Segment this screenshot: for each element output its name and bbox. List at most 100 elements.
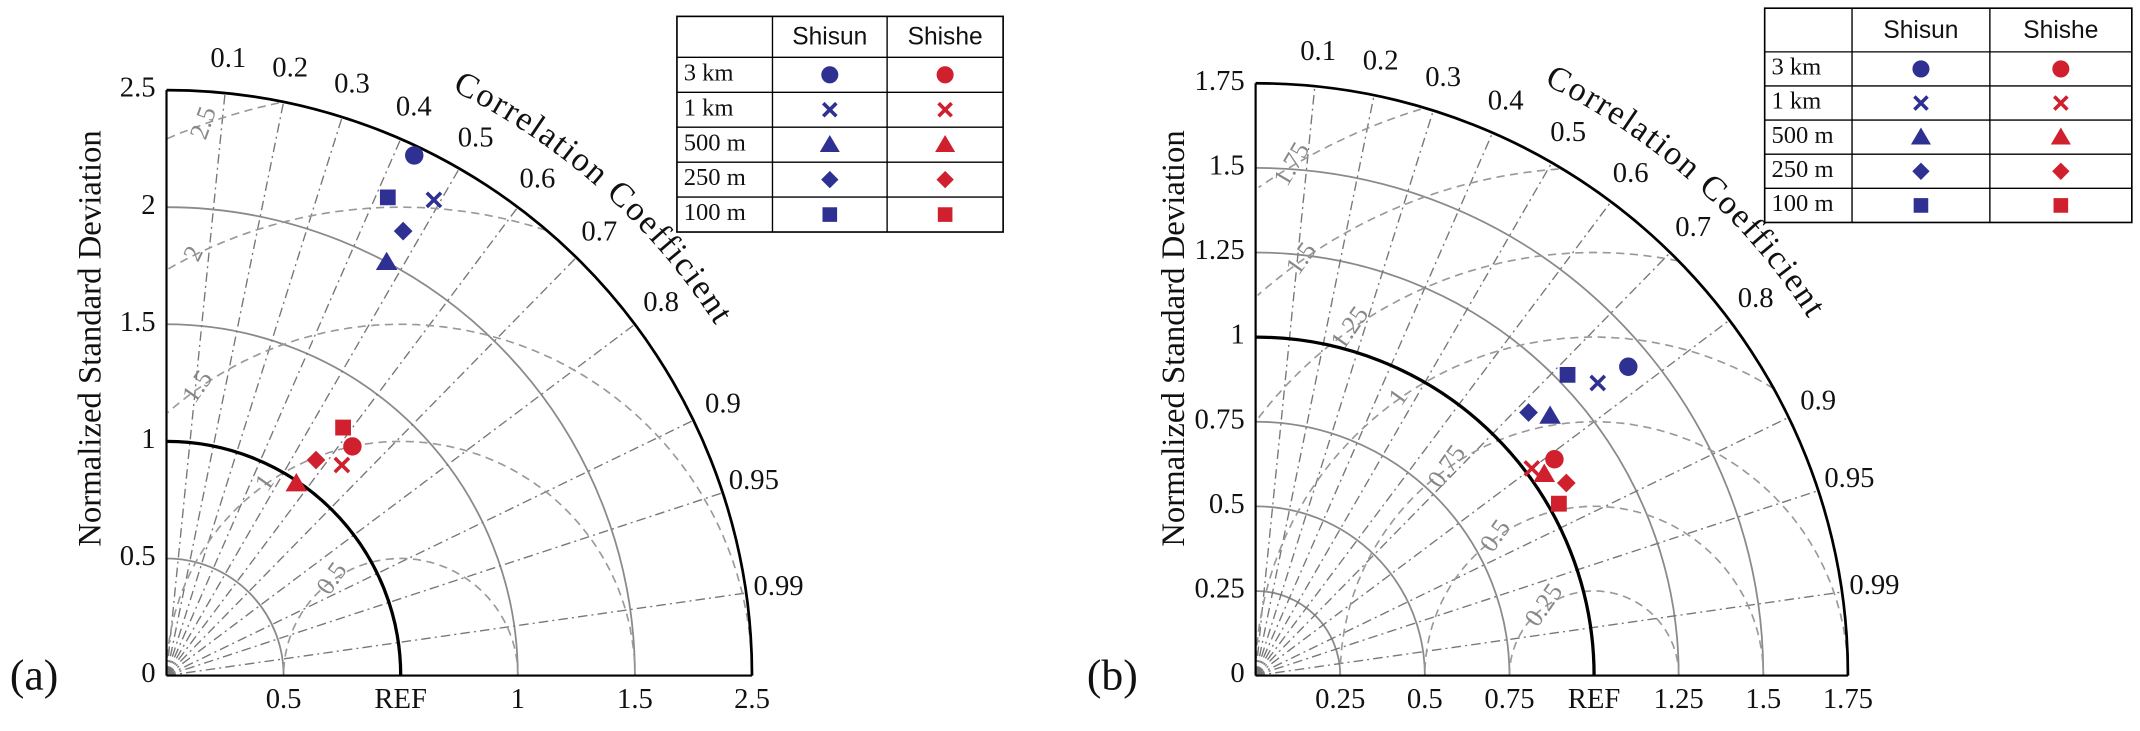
corr-tick-label: 0.5 [458,122,494,154]
corr-tick-label: 0.99 [753,570,803,602]
data-point [375,251,398,271]
corr-ray [166,256,577,677]
rmsd-contour [1508,590,1680,676]
x-tick-label: REF [1568,683,1621,715]
rmsd-label: 2.5 [184,103,222,143]
data-point [425,191,443,209]
legend-row-label: 250 m [684,164,746,191]
legend-marker [819,134,840,152]
y-tick-label: 1.5 [1209,149,1245,181]
rmsd-label: 0.75 [1422,439,1472,493]
rmsd-contour [1424,505,1765,676]
rmsd-label: 1.5 [176,365,218,408]
corr-tick-label: 0.7 [1675,211,1711,243]
legend-marker [936,170,954,189]
std-arc [1255,420,1511,676]
corr-tick-label: 0.95 [1824,462,1874,494]
rmsd-contour [1254,336,1774,676]
legend-marker [935,134,956,152]
rmsd-label: 0.5 [1474,514,1516,557]
legend-header: Shisun [1883,17,1958,44]
rmsd-contour [1258,108,1422,189]
std-arc [166,440,402,676]
data-point [1556,473,1576,493]
rmsd-contour [1257,168,1559,296]
legend-box [676,15,1004,233]
legend-marker [1910,127,1931,145]
y-tick-label: 0 [141,657,155,689]
legend-row-label: 250 m [1772,156,1834,183]
legend-marker [2053,95,2069,111]
corr-ray [165,92,226,676]
corr-tick-label: 0.95 [729,464,779,496]
legend-marker [937,101,953,118]
legend-row-label: 3 km [1772,54,1822,81]
legend-row-label: 100 m [684,199,746,226]
panel-label: (a) [10,652,58,700]
legend-marker [2052,60,2070,78]
data-point [333,456,351,474]
corr-ray [165,116,343,676]
corr-tick-label: 0.3 [334,67,370,99]
legend-row-label: 500 m [1772,122,1834,149]
legend-marker [1913,198,1929,213]
outer-arc [1255,81,1850,676]
legend-marker [1912,162,1930,180]
data-point [1619,357,1638,376]
legend-header: Shishe [2023,17,2098,44]
ref-arc [166,439,403,676]
legend-row-label: 500 m [684,129,746,156]
ref-arc [1255,335,1596,676]
corr-tick-label: 0.2 [1363,45,1399,77]
data-point [343,437,362,456]
data-point [379,189,396,206]
std-arc [166,323,519,676]
corr-tick-label: 0.7 [581,216,617,248]
std-arc [1255,166,1765,676]
y-tick-label: 0.75 [1195,403,1245,435]
rmsd-contour [167,323,753,676]
corr-ray [166,492,723,677]
data-point [1589,374,1607,392]
corr-ray [1255,489,1819,677]
y-tick-label: 1.25 [1195,234,1245,266]
rmsd-label: 1 [249,469,280,496]
data-point [393,221,413,241]
rmsd-contour [166,102,280,140]
x-tick-label: REF [374,683,427,715]
y-tick-label: 0.5 [120,540,156,572]
legend-marker [821,101,838,118]
legend-marker [936,66,954,84]
std-arc [1255,251,1680,676]
y-tick-label: 2 [141,189,155,221]
legend-marker [1913,95,1929,111]
corr-tick-label: 0.9 [705,388,741,420]
corr-ray [166,592,747,677]
legend-row-label: 1 km [1772,88,1822,115]
x-tick-label: 1 [511,683,525,715]
y-tick-label: 0 [1230,657,1244,689]
data-point [1519,403,1538,422]
legend-row-label: 3 km [684,59,734,86]
legend-box [1763,7,2133,224]
data-point [405,146,424,165]
corr-tick-label: 0.6 [1613,157,1649,189]
y-tick-label: 0.25 [1195,573,1245,605]
corr-tick-label: 0.2 [272,51,308,83]
corr-tick-label: 0.6 [520,163,556,195]
rmsd-label: 0.25 [1519,578,1569,632]
x-tick-label: 1.75 [1823,683,1873,715]
std-arc [166,557,285,676]
corr-ray [166,419,694,677]
data-point [285,473,308,492]
legend-marker [2052,162,2070,180]
x-tick-label: 0.25 [1315,683,1365,715]
legend-header: Shisun [792,24,867,51]
x-tick-label: 0.75 [1484,683,1534,715]
legend-marker [2050,127,2071,145]
legend-row-label: 1 km [684,94,734,121]
rmsd-contour [282,557,519,676]
corr-tick-label: 0.1 [1300,35,1336,67]
y-tick-label: 1 [141,423,155,455]
